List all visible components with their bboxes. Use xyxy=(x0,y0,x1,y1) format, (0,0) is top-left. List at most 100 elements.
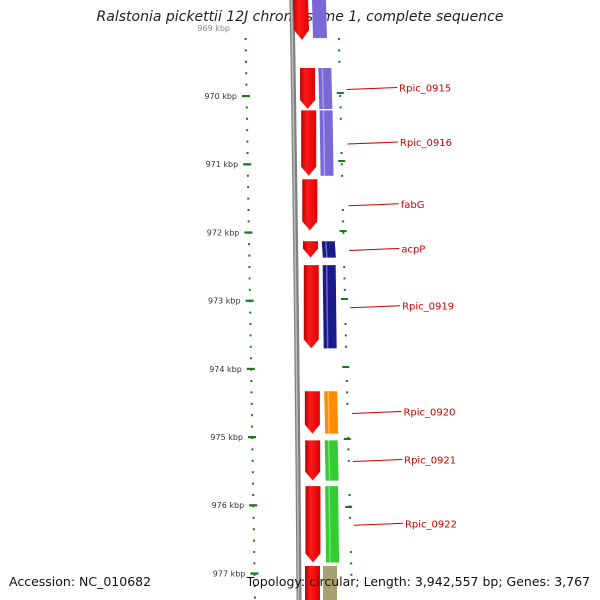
gene-fabg[interactable] xyxy=(302,179,318,231)
scale-tick xyxy=(248,436,256,439)
scale-dot xyxy=(244,38,247,40)
scale-dot xyxy=(245,60,248,63)
scale-tick-label: 977 kbp xyxy=(213,569,246,578)
scale-dot xyxy=(250,380,253,382)
scale-ticks: 969 kbp 970 kbp 971 kbp 972 kbp 973 kbp 974 k… xyxy=(197,24,259,578)
scale-dot xyxy=(345,380,348,382)
scale-dash xyxy=(339,230,347,232)
genome-summary: Topology: circular; Length: 3,942,557 bp… xyxy=(246,574,590,589)
scale-dot xyxy=(341,209,344,211)
scale-dot xyxy=(343,288,346,291)
gene-label[interactable]: acpP xyxy=(401,244,425,255)
scale-dot xyxy=(245,106,248,109)
scale-dot xyxy=(246,129,249,132)
gene-label[interactable]: Rpic_0922 xyxy=(405,519,457,530)
scale-dot xyxy=(346,391,349,394)
scale-dot xyxy=(344,323,347,325)
scale-dot xyxy=(249,311,252,314)
scale-dot xyxy=(248,266,251,268)
gene-label-leader xyxy=(349,247,400,251)
scale-tick-label: 976 kbp xyxy=(212,501,245,510)
gene-label-leader xyxy=(353,522,404,526)
scale-dot xyxy=(337,38,340,40)
partial-gene-bottom[interactable] xyxy=(305,566,337,600)
gene-label[interactable]: Rpic_0919 xyxy=(402,302,454,313)
scale-dot xyxy=(253,562,256,565)
scale-dot xyxy=(252,482,255,485)
scale-dot xyxy=(250,402,253,405)
scale-tick xyxy=(242,95,250,98)
gene-labels: Rpic_0915 Rpic_0916 fabG acpP Rpic_0919 Rpic_… xyxy=(346,83,457,530)
scale-tick xyxy=(244,231,253,234)
gene-acpp[interactable] xyxy=(303,241,336,258)
scale-dot xyxy=(339,95,342,97)
scale-tick-label: 971 kbp xyxy=(206,160,239,169)
gene-rpic_0915[interactable] xyxy=(300,68,333,109)
scale-dot xyxy=(340,163,343,166)
scale-dot xyxy=(251,425,254,428)
scale-dot xyxy=(252,494,255,496)
scale-dash xyxy=(343,438,351,440)
scale-dot xyxy=(349,551,352,553)
scale-dash xyxy=(340,298,348,300)
scale-dot xyxy=(248,243,251,246)
scale-dot xyxy=(245,117,248,120)
gene-rpic_0916[interactable] xyxy=(301,110,334,176)
gene-label-leader xyxy=(350,305,401,309)
scale-dot xyxy=(347,448,350,451)
gene-features xyxy=(300,68,340,563)
scale-tick xyxy=(250,572,259,575)
scale-dot xyxy=(348,494,351,496)
gene-label[interactable]: fabG xyxy=(401,200,425,211)
accession-text: Accession: NC_010682 xyxy=(9,574,152,589)
scale-dot xyxy=(250,391,253,394)
scale-dot xyxy=(246,140,249,143)
scale-dot xyxy=(245,83,248,86)
gene-label[interactable]: Rpic_0916 xyxy=(400,138,452,149)
scale-dot xyxy=(251,471,254,474)
scale-dot xyxy=(253,573,256,576)
scale-tick-label: 973 kbp xyxy=(208,297,241,306)
scale-dot xyxy=(342,231,345,234)
scale-tick xyxy=(245,299,254,302)
scale-dot xyxy=(350,573,353,576)
scale-tick xyxy=(249,504,258,507)
scale-dot xyxy=(245,72,248,75)
scale-dot xyxy=(246,152,249,154)
gene-label[interactable]: Rpic_0915 xyxy=(399,83,451,94)
gene-rpic_0921[interactable] xyxy=(305,440,339,481)
scale-dot xyxy=(253,596,256,599)
gene-label[interactable]: Rpic_0920 xyxy=(403,407,455,418)
scale-dash xyxy=(342,366,350,368)
scale-dot xyxy=(341,174,344,177)
scale-dot xyxy=(349,516,352,519)
scale-tick-label: 974 kbp xyxy=(209,365,242,374)
scale-dot xyxy=(249,323,252,325)
scale-tick xyxy=(243,163,252,166)
scale-dot xyxy=(338,49,341,52)
gene-rpic_0922[interactable] xyxy=(305,486,340,563)
scale-dot xyxy=(251,448,254,451)
scale-dot xyxy=(346,402,349,405)
gene-label-leader xyxy=(352,459,403,463)
gene-label[interactable]: Rpic_0921 xyxy=(404,456,456,467)
scale-dot xyxy=(249,345,252,348)
scale-dot xyxy=(344,334,347,337)
scale-tick xyxy=(246,367,255,370)
partial-gene-top[interactable] xyxy=(293,0,327,40)
gene-label-leader xyxy=(347,141,398,145)
scale-dot xyxy=(247,186,250,189)
scale-tick-label: 972 kbp xyxy=(207,228,240,237)
scale-dash xyxy=(338,160,346,162)
scale-dash xyxy=(345,506,353,508)
scale-dot xyxy=(251,459,254,462)
scale-dot xyxy=(338,60,341,63)
gene-rpic_0919[interactable] xyxy=(303,265,337,349)
scale-dot xyxy=(339,117,342,120)
gene-rpic_0920[interactable] xyxy=(304,391,339,434)
scale-dot xyxy=(252,516,255,519)
gene-label-leader xyxy=(348,203,399,207)
scale-dot xyxy=(342,220,345,223)
